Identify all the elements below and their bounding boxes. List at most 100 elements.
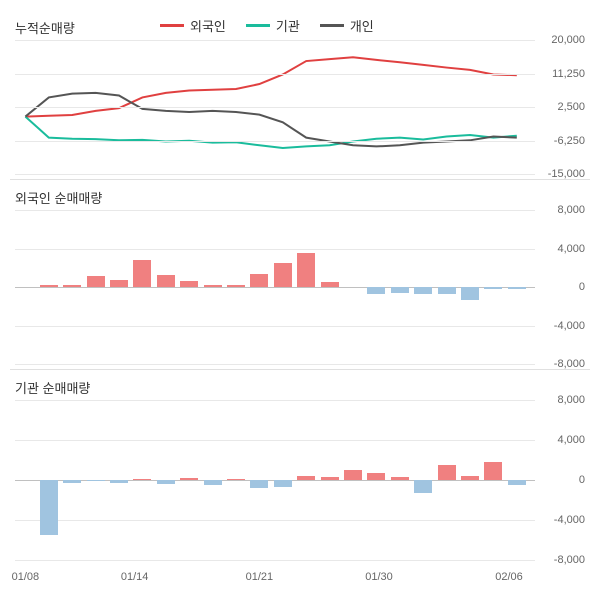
gridline [15, 326, 535, 327]
institution-bar-panel: 기관 순매매량 8,0004,0000-4,000-8,000 01/0801/… [10, 370, 590, 590]
panel3-y-axis: 8,000 4,000 0 -4,000 -8,000 [540, 370, 590, 590]
bar [274, 263, 292, 287]
gridline [15, 141, 535, 142]
bar [157, 275, 175, 287]
bar [250, 480, 268, 488]
bar [414, 480, 432, 493]
bar [204, 480, 222, 485]
bar [274, 480, 292, 487]
foreign-bar-panel: 외국인 순매매량 8,000 4,000 0 -4,000 -8,000 [10, 180, 590, 370]
legend-foreign-label: 외국인 [190, 16, 226, 35]
x-tick: 01/30 [365, 571, 393, 583]
y-tick: 4,000 [557, 243, 585, 255]
legend-institution-line [246, 24, 270, 27]
gridline [15, 74, 535, 75]
bar [40, 480, 58, 535]
legend-foreign-line [160, 24, 184, 27]
gridline [15, 520, 535, 521]
x-tick: 01/08 [12, 571, 40, 583]
bar [321, 282, 339, 287]
bar [87, 276, 105, 287]
cumulative-chart-panel: 누적순매량 외국인 기관 개인 20,000 11,250 2,500 -6,250 -… [10, 10, 590, 180]
y-tick: -4,000 [554, 320, 585, 332]
bar [508, 287, 526, 289]
gridline [15, 40, 535, 41]
bar [297, 476, 315, 480]
legend-foreign: 외국인 [160, 16, 226, 35]
x-tick: 02/06 [495, 571, 523, 583]
bar [180, 281, 198, 287]
bar [508, 480, 526, 485]
bar [414, 287, 432, 294]
gridline [15, 287, 535, 288]
bar [297, 253, 315, 287]
y-tick: 8,000 [557, 394, 585, 406]
y-tick: -6,250 [554, 135, 585, 147]
line-institution [25, 117, 516, 148]
panel1-title: 누적순매량 [15, 18, 75, 37]
y-tick: 0 [579, 474, 585, 486]
y-tick: -4,000 [554, 514, 585, 526]
panel2-y-axis: 8,000 4,000 0 -4,000 -8,000 [540, 180, 590, 369]
gridline [15, 364, 535, 365]
gridline [15, 560, 535, 561]
y-tick: 0 [579, 281, 585, 293]
panel1-y-axis: 20,000 11,250 2,500 -6,250 -15,000 [540, 10, 590, 179]
y-tick: 2,500 [557, 101, 585, 113]
bar [484, 462, 502, 480]
bar [227, 285, 245, 287]
bar [250, 274, 268, 287]
legend-institution: 기관 [246, 16, 300, 35]
bar [391, 477, 409, 480]
bar [367, 473, 385, 480]
bar [321, 477, 339, 480]
panel3-plot [15, 400, 535, 560]
y-tick: -15,000 [548, 168, 585, 180]
bar [157, 480, 175, 484]
panel1-plot [15, 40, 535, 174]
bar [180, 478, 198, 480]
bar [133, 479, 151, 480]
bar [461, 287, 479, 300]
gridline [15, 249, 535, 250]
bar [63, 480, 81, 483]
chart-container: 누적순매량 외국인 기관 개인 20,000 11,250 2,500 -6,250 -… [10, 10, 590, 594]
panel2-title: 외국인 순매매량 [15, 188, 102, 207]
gridline [15, 400, 535, 401]
bar [204, 285, 222, 287]
y-tick: -8,000 [554, 358, 585, 370]
bar [133, 260, 151, 287]
legend: 외국인 기관 개인 [160, 16, 374, 35]
bar [484, 287, 502, 289]
panel2-plot [15, 210, 535, 364]
panel3-title: 기관 순매매량 [15, 378, 90, 397]
legend-institution-label: 기관 [276, 16, 300, 35]
bar [461, 476, 479, 480]
bar [367, 287, 385, 294]
y-tick: 20,000 [551, 34, 585, 46]
bar [110, 280, 128, 287]
x-tick: 01/14 [121, 571, 149, 583]
bar [87, 480, 105, 481]
y-tick: 4,000 [557, 434, 585, 446]
gridline [15, 210, 535, 211]
legend-individual-label: 개인 [350, 16, 374, 35]
bar [391, 287, 409, 293]
bar [110, 480, 128, 483]
gridline [15, 440, 535, 441]
bar [40, 285, 58, 287]
gridline [15, 107, 535, 108]
y-tick: -8,000 [554, 554, 585, 566]
x-axis: 01/08 01/14 01/21 01/30 02/06 [15, 565, 535, 590]
legend-individual-line [320, 24, 344, 27]
gridline [15, 174, 535, 175]
bar [63, 285, 81, 287]
bar [344, 470, 362, 480]
y-tick: 11,250 [552, 68, 585, 80]
y-tick: 8,000 [557, 204, 585, 216]
bar [438, 287, 456, 294]
bar [227, 479, 245, 480]
x-tick: 01/21 [246, 571, 274, 583]
legend-individual: 개인 [320, 16, 374, 35]
bar [438, 465, 456, 480]
